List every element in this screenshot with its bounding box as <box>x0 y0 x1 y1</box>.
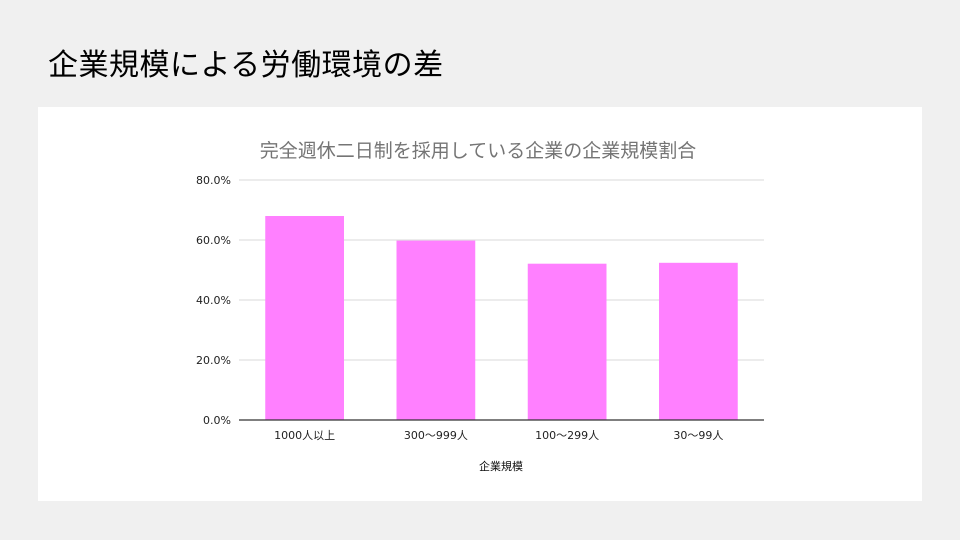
chart-title: 完全週休二日制を採用している企業の企業規模割合 <box>260 140 696 162</box>
x-axis-title: 企業規模 <box>479 459 523 473</box>
x-tick-labels: 1000人以上 300～999人 100～299人 30～99人 <box>274 429 723 442</box>
bar <box>396 240 476 420</box>
bars <box>265 216 738 420</box>
chart-card: 完全週休二日制を採用している企業の企業規模割合 1000人以上 300～999人 1… <box>38 107 922 501</box>
x-tick-label: 300～999人 <box>404 429 468 442</box>
x-tick-label: 100～299人 <box>535 429 599 442</box>
bar <box>659 262 738 420</box>
y-tick-label: 0.0% <box>203 414 231 427</box>
y-tick-label: 80.0% <box>196 174 231 187</box>
x-tick-label: 30～99人 <box>673 429 723 442</box>
bar <box>265 216 344 420</box>
slide-title: 企業規模による労働環境の差 <box>48 48 444 83</box>
y-tick-labels: 0.0% 20.0% 40.0% 60.0% 80.0% <box>196 174 231 427</box>
bar-chart: 完全週休二日制を採用している企業の企業規模割合 1000人以上 300～999人 1… <box>196 140 764 473</box>
y-tick-label: 40.0% <box>196 294 231 307</box>
y-tick-label: 20.0% <box>196 354 231 367</box>
x-tick-label: 1000人以上 <box>274 429 335 442</box>
bar <box>527 263 607 420</box>
y-tick-label: 60.0% <box>196 234 231 247</box>
